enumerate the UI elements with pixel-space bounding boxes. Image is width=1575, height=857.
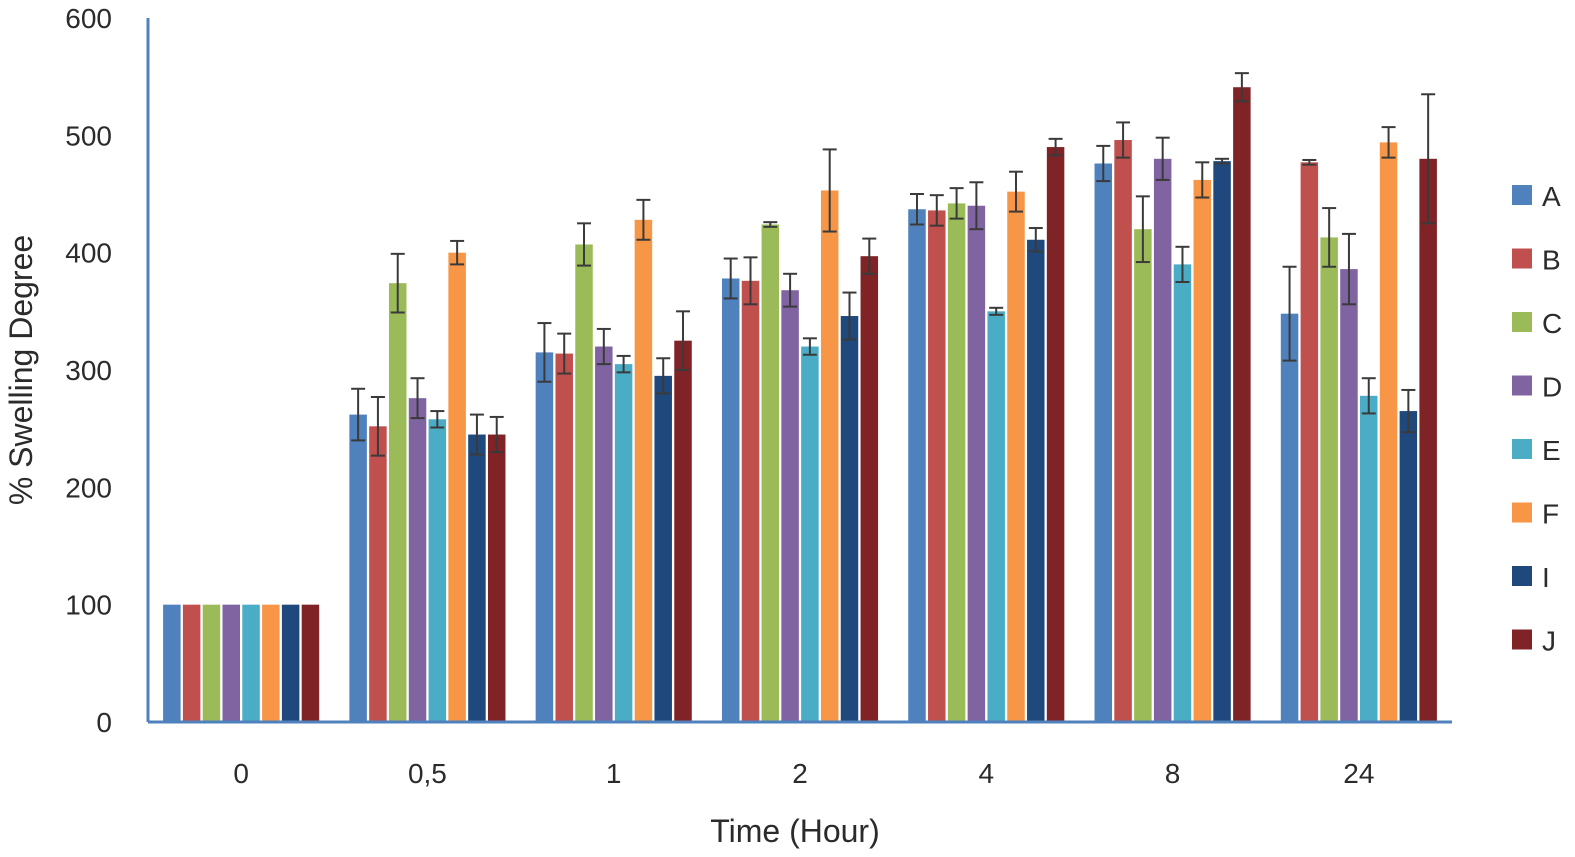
bar-A-3 bbox=[721, 278, 740, 722]
bar-A-5 bbox=[1094, 163, 1113, 722]
bar-E-0 bbox=[242, 604, 260, 722]
legend-swatch-F bbox=[1512, 502, 1532, 523]
bar-C-6 bbox=[1320, 237, 1338, 722]
bar-F-6 bbox=[1379, 142, 1398, 722]
y-axis-ticks: 0 100 200 300 400 500 600 bbox=[65, 3, 112, 738]
legend-label-D: D bbox=[1542, 372, 1562, 403]
legend: A B C D E F I J bbox=[1512, 181, 1562, 657]
y-tick-label: 500 bbox=[65, 120, 112, 151]
legend-swatch-A bbox=[1512, 185, 1532, 205]
bar-I-4 bbox=[1027, 239, 1045, 722]
x-tick-label: 0 bbox=[233, 758, 249, 789]
y-tick-label: 100 bbox=[65, 590, 112, 621]
y-tick-label: 200 bbox=[65, 472, 112, 503]
bar-E-5 bbox=[1173, 264, 1192, 722]
bar-D-1 bbox=[408, 398, 427, 722]
legend-label-F: F bbox=[1542, 499, 1559, 530]
bar-F-5 bbox=[1193, 179, 1212, 723]
x-tick-label: 24 bbox=[1343, 758, 1374, 789]
bar-series bbox=[163, 87, 1437, 723]
legend-label-I: I bbox=[1542, 562, 1550, 593]
bar-D-6 bbox=[1340, 269, 1358, 722]
bar-I-5 bbox=[1213, 161, 1231, 722]
bar-J-4 bbox=[1046, 147, 1065, 723]
bar-J-3 bbox=[860, 256, 879, 722]
bar-I-6 bbox=[1399, 411, 1418, 722]
bar-J-2 bbox=[674, 340, 692, 722]
bar-F-3 bbox=[820, 190, 839, 723]
bar-J-5 bbox=[1233, 87, 1251, 722]
bar-A-4 bbox=[908, 209, 926, 723]
legend-swatch-C bbox=[1512, 312, 1532, 332]
bar-D-0 bbox=[222, 604, 240, 722]
bar-D-4 bbox=[967, 205, 986, 722]
bar-B-2 bbox=[555, 353, 573, 722]
bar-C-1 bbox=[388, 283, 407, 722]
bar-E-1 bbox=[428, 419, 447, 722]
legend-swatch-J bbox=[1512, 629, 1532, 650]
x-axis-title: Time (Hour) bbox=[710, 813, 879, 849]
legend-label-E: E bbox=[1542, 435, 1561, 466]
legend-swatch-D bbox=[1512, 375, 1532, 396]
x-tick-label: 2 bbox=[792, 758, 808, 789]
bar-E-3 bbox=[801, 346, 819, 722]
y-tick-label: 600 bbox=[65, 3, 112, 34]
y-tick-label: 300 bbox=[65, 355, 112, 386]
bar-A-0 bbox=[163, 604, 181, 722]
bar-I-1 bbox=[468, 434, 486, 722]
bar-A-1 bbox=[349, 414, 367, 722]
x-tick-label: 1 bbox=[606, 758, 622, 789]
bar-F-4 bbox=[1007, 191, 1025, 723]
bar-E-2 bbox=[614, 364, 633, 722]
bar-J-6 bbox=[1419, 158, 1437, 723]
bar-J-1 bbox=[487, 434, 506, 722]
bar-D-5 bbox=[1153, 158, 1172, 723]
bar-B-5 bbox=[1114, 140, 1132, 722]
bar-E-6 bbox=[1360, 395, 1378, 722]
y-tick-label: 0 bbox=[96, 707, 112, 738]
bar-D-3 bbox=[781, 290, 799, 722]
bar-I-3 bbox=[840, 316, 859, 722]
x-tick-label: 8 bbox=[1165, 758, 1181, 789]
bar-F-2 bbox=[634, 219, 653, 722]
y-tick-label: 400 bbox=[65, 238, 112, 269]
x-tick-label: 4 bbox=[978, 758, 994, 789]
bar-B-0 bbox=[182, 604, 201, 722]
x-tick-label: 0,5 bbox=[408, 758, 447, 789]
legend-label-J: J bbox=[1542, 626, 1556, 657]
legend-swatch-E bbox=[1512, 439, 1532, 459]
bar-C-2 bbox=[575, 244, 593, 722]
bar-E-4 bbox=[987, 311, 1005, 722]
bar-C-3 bbox=[761, 224, 780, 723]
bar-C-4 bbox=[947, 203, 966, 723]
bar-I-2 bbox=[654, 375, 672, 722]
bar-F-0 bbox=[262, 604, 280, 722]
bar-B-4 bbox=[928, 210, 946, 722]
bar-A-6 bbox=[1280, 313, 1299, 722]
x-axis-ticks: 0 0,5 1 2 4 8 24 bbox=[233, 758, 1374, 789]
bar-B-6 bbox=[1300, 162, 1319, 722]
bar-F-1 bbox=[448, 252, 466, 722]
legend-swatch-B bbox=[1512, 248, 1532, 269]
legend-label-B: B bbox=[1542, 245, 1561, 276]
error-bars bbox=[351, 72, 1436, 457]
bar-C-0 bbox=[202, 604, 221, 722]
legend-swatch-I bbox=[1512, 566, 1532, 586]
legend-label-A: A bbox=[1542, 181, 1561, 212]
bar-C-5 bbox=[1134, 229, 1152, 722]
bar-B-3 bbox=[741, 280, 760, 722]
legend-label-C: C bbox=[1542, 308, 1562, 339]
y-axis-title: % Swelling Degree bbox=[3, 235, 39, 505]
bar-D-2 bbox=[595, 346, 613, 722]
bar-A-2 bbox=[535, 352, 554, 722]
bar-I-0 bbox=[281, 604, 300, 722]
bar-B-1 bbox=[369, 426, 387, 722]
bar-J-0 bbox=[301, 604, 320, 722]
